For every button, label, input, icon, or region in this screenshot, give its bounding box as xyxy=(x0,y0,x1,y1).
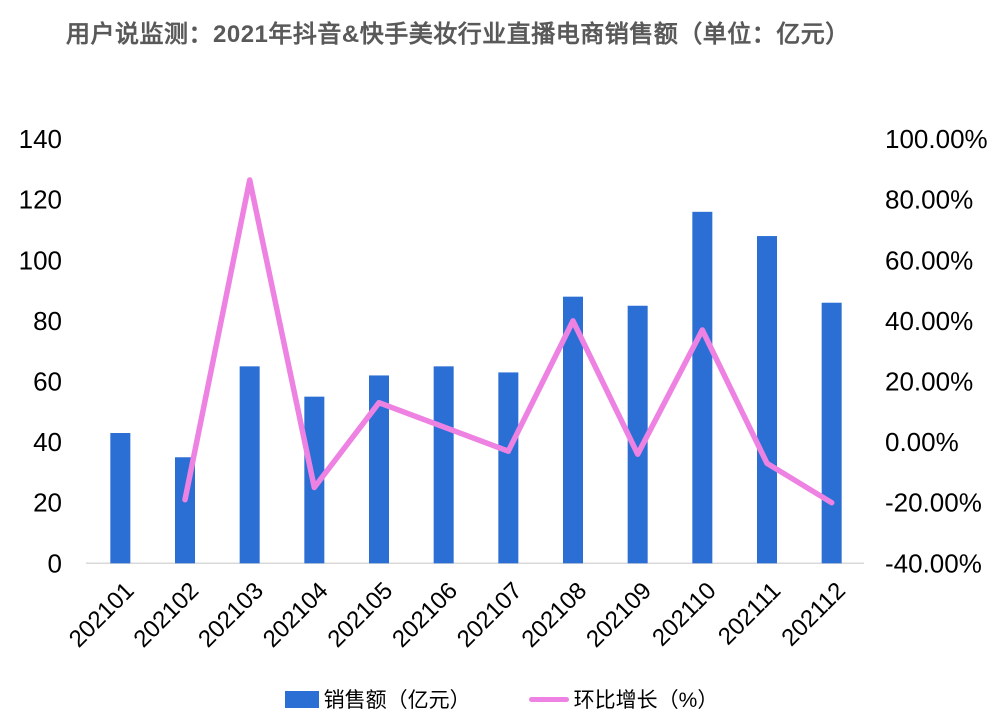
growth-line-swatch-icon xyxy=(528,696,569,702)
x-tick-label: 202104 xyxy=(258,577,334,653)
x-tick-label: 202102 xyxy=(129,577,205,653)
x-tick-label: 202112 xyxy=(776,577,850,651)
x-tick-label: 202108 xyxy=(517,577,593,653)
y-right-tick-label: 20.00% xyxy=(885,367,973,397)
y-right-tick-label: 0.00% xyxy=(885,427,959,457)
y-left-tick-label: 120 xyxy=(19,185,62,215)
bar-202107 xyxy=(498,372,519,564)
bar-202101 xyxy=(110,433,131,564)
x-tick-label: 202110 xyxy=(647,577,721,651)
y-right-tick-label: 80.00% xyxy=(885,185,973,215)
y-right-tick-label: 60.00% xyxy=(885,245,973,275)
bar-202110 xyxy=(692,211,713,564)
sales-bar-swatch-icon xyxy=(284,690,319,708)
x-tick-label: 202105 xyxy=(323,577,399,653)
bar-202106 xyxy=(433,366,454,564)
y-left-tick-label: 0 xyxy=(48,548,62,578)
bar-202109 xyxy=(627,305,648,564)
legend-item-sales: 销售额（亿元） xyxy=(284,684,471,714)
chart-title: 用户说监测：2021年抖音&快手美妆行业直播电商销售额（单位：亿元） xyxy=(66,21,850,48)
bar-202111 xyxy=(757,236,777,564)
x-tick-label: 202111 xyxy=(713,577,786,650)
x-tick-label: 202103 xyxy=(193,577,269,653)
legend-label-sales: 销售额（亿元） xyxy=(323,689,471,712)
y-right-tick-label: -40.00% xyxy=(885,548,982,578)
chart-legend: 销售额（亿元） 环比增长（%） xyxy=(0,684,1003,714)
bar-202103 xyxy=(239,366,260,564)
bar-202108 xyxy=(563,296,583,564)
bar-202112 xyxy=(821,302,842,564)
y-left-tick-label: 80 xyxy=(33,306,62,336)
y-right-tick-label: -20.00% xyxy=(885,488,982,518)
y-right-tick-label: 40.00% xyxy=(885,306,973,336)
chart-plot-area: 140 120 100 80 60 40 20 0 100.00% 80.00% 60.00% 40.… xyxy=(19,124,988,653)
y-left-tick-label: 100 xyxy=(19,245,62,275)
x-tick-label: 202101 xyxy=(64,577,140,653)
growth-line xyxy=(182,177,835,506)
legend-item-growth: 环比增长（%） xyxy=(528,684,719,714)
y-left-tick-label: 60 xyxy=(33,367,62,397)
legend-label-growth: 环比增长（%） xyxy=(573,689,719,712)
y-right-tick-label: 100.00% xyxy=(885,124,988,154)
x-tick-label: 202107 xyxy=(452,577,528,653)
x-tick-label: 202109 xyxy=(581,577,657,653)
x-tick-label: 202106 xyxy=(387,577,463,653)
y-left-tick-label: 40 xyxy=(33,427,62,457)
y-left-tick-label: 140 xyxy=(19,124,62,154)
y-left-tick-label: 20 xyxy=(33,488,62,518)
bar-202105 xyxy=(369,375,389,564)
